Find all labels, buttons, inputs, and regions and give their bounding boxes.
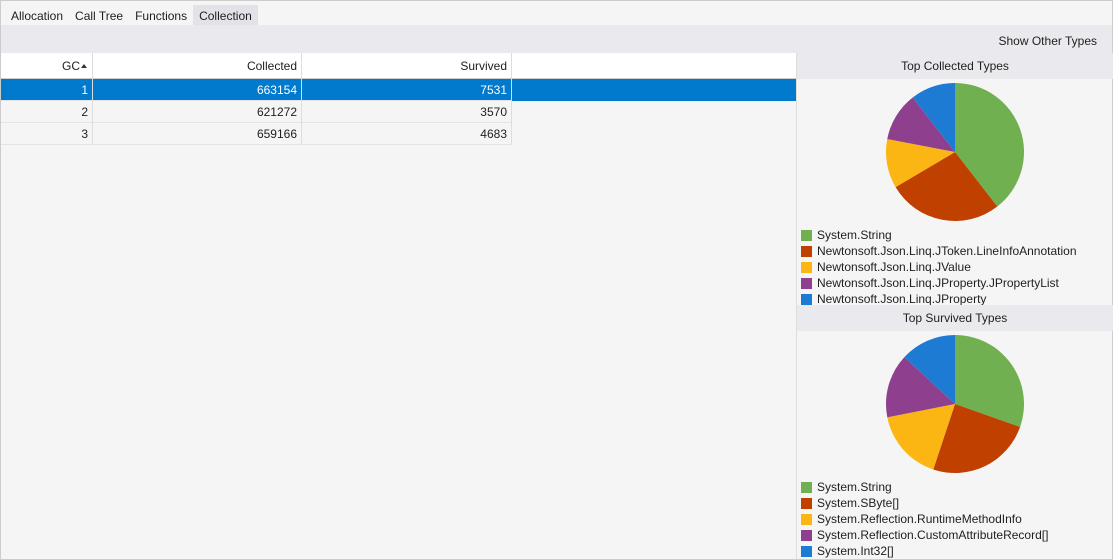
- legend-swatch: [801, 529, 812, 541]
- pie-slice: [887, 404, 955, 470]
- tab[interactable]: Allocation: [11, 9, 64, 23]
- table-cell: 2: [1, 101, 93, 123]
- pie-slice: [887, 97, 955, 152]
- pie-slice: [895, 152, 998, 221]
- legend-swatch: [801, 277, 812, 289]
- column-header[interactable]: GC: [1, 53, 93, 79]
- legend-swatch: [801, 481, 812, 493]
- pie-slice: [912, 83, 955, 152]
- table-cell: 3: [1, 123, 93, 145]
- row-filler: [512, 101, 796, 123]
- legend-label: System.SByte[]: [817, 496, 900, 510]
- legend-swatch: [801, 229, 812, 241]
- table-cell: 1: [1, 79, 93, 101]
- legend-swatch: [801, 545, 812, 557]
- pie-chart: [886, 335, 1024, 473]
- legend-item: System.Reflection.RuntimeMethodInfo: [801, 511, 1113, 527]
- legend-label: System.Reflection.CustomAttributeRecord[…: [817, 528, 1049, 542]
- legend-item: Newtonsoft.Json.Linq.JValue: [801, 259, 1113, 275]
- tab[interactable]: Call Tree: [75, 9, 124, 23]
- table-cell: 3570: [302, 101, 512, 123]
- table-cell: 7531: [302, 79, 512, 101]
- legend-item: Newtonsoft.Json.Linq.JProperty.JProperty…: [801, 275, 1113, 291]
- legend: System.String Newtonsoft.Json.Linq.JToken…: [797, 227, 1113, 307]
- row-filler: [512, 79, 796, 101]
- table-row[interactable]: 3 659166 4683: [1, 123, 796, 145]
- tab[interactable]: Collection: [193, 5, 258, 25]
- column-title: GC: [62, 59, 80, 73]
- legend-label: Newtonsoft.Json.Linq.JProperty.JProperty…: [817, 276, 1059, 290]
- column-filler: [512, 53, 796, 79]
- toolbar: Show Other Types: [1, 25, 1112, 53]
- show-other-types-button[interactable]: Show Other Types: [998, 34, 1098, 48]
- table-row[interactable]: 1 663154 7531: [1, 79, 796, 101]
- pie-slice: [886, 139, 955, 188]
- legend-swatch: [801, 245, 812, 257]
- legend-label: Newtonsoft.Json.Linq.JProperty: [817, 292, 987, 306]
- row-filler: [512, 123, 796, 145]
- legend-item: Newtonsoft.Json.Linq.JToken.LineInfoAnno…: [801, 243, 1113, 259]
- table-cell: 659166: [93, 123, 302, 145]
- chart-title: Top Survived Types: [797, 305, 1113, 331]
- legend-item: System.Reflection.CustomAttributeRecord[…: [801, 527, 1113, 543]
- column-header[interactable]: Survived: [302, 53, 512, 79]
- column-header[interactable]: Collected: [93, 53, 302, 79]
- table-row[interactable]: 2 621272 3570: [1, 101, 796, 123]
- header-row: GC Collected Survived: [1, 53, 796, 79]
- legend-swatch: [801, 293, 812, 305]
- tab-bar: Allocation Call Tree Functions Collection: [5, 5, 258, 25]
- table-cell: 663154: [93, 79, 302, 101]
- pie-slice: [886, 357, 955, 418]
- tab[interactable]: Functions: [135, 9, 188, 23]
- pie-slice: [955, 335, 1024, 427]
- legend-label: System.String: [817, 480, 892, 494]
- chart-panel: Top Collected Types System.String Newtonso…: [797, 53, 1113, 307]
- legend-item: System.String: [801, 479, 1113, 495]
- legend-label: System.String: [817, 228, 892, 242]
- pie-slice: [955, 83, 1024, 207]
- legend-swatch: [801, 513, 812, 525]
- legend-swatch: [801, 261, 812, 273]
- chart-panel: Top Survived Types System.String System.SB…: [797, 305, 1113, 559]
- legend-label: Newtonsoft.Json.Linq.JToken.LineInfoAnno…: [817, 244, 1077, 258]
- pie-chart: [886, 83, 1024, 221]
- charts-panel: Top Collected Types System.String Newtonso…: [796, 53, 1113, 559]
- table-cell: 621272: [93, 101, 302, 123]
- data-grid: GC Collected Survived 1 663154 7531 2 621272…: [1, 53, 796, 145]
- legend-item: System.String: [801, 227, 1113, 243]
- pie-slice: [904, 335, 955, 404]
- legend-label: Newtonsoft.Json.Linq.JValue: [817, 260, 971, 274]
- legend-item: System.SByte[]: [801, 495, 1113, 511]
- pie-slice: [933, 404, 1021, 473]
- legend-item: System.Int32[]: [801, 543, 1113, 559]
- legend-swatch: [801, 497, 812, 509]
- legend-item: Newtonsoft.Json.Linq.JProperty: [801, 291, 1113, 307]
- table-cell: 4683: [302, 123, 512, 145]
- legend-label: System.Int32[]: [817, 544, 894, 558]
- legend: System.String System.SByte[] System.Reflec…: [797, 479, 1113, 559]
- legend-label: System.Reflection.RuntimeMethodInfo: [817, 512, 1022, 526]
- chart-title: Top Collected Types: [797, 53, 1113, 79]
- sort-arrow: [81, 64, 87, 68]
